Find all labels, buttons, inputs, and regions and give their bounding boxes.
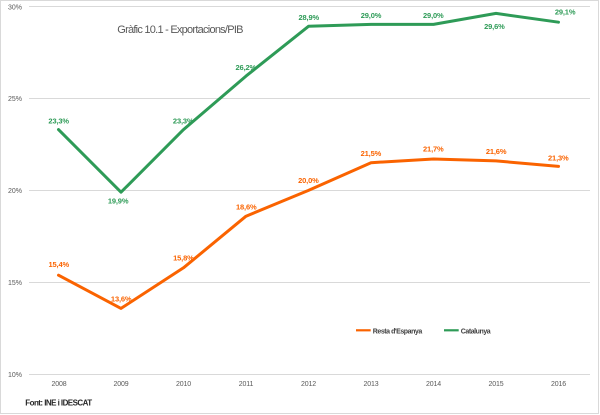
svg-text:25%: 25% — [8, 96, 22, 103]
svg-text:29,6%: 29,6% — [484, 22, 505, 31]
svg-text:15%: 15% — [8, 280, 22, 287]
svg-text:19,9%: 19,9% — [108, 196, 129, 205]
svg-text:28,9%: 28,9% — [298, 13, 319, 22]
svg-text:2013: 2013 — [364, 381, 379, 388]
svg-text:21,5%: 21,5% — [361, 149, 382, 158]
svg-text:21,6%: 21,6% — [486, 147, 507, 156]
svg-text:Catalunya: Catalunya — [461, 328, 491, 335]
svg-text:2008: 2008 — [52, 381, 67, 388]
svg-text:21,3%: 21,3% — [548, 154, 569, 163]
svg-text:2010: 2010 — [176, 381, 191, 388]
svg-text:18,6%: 18,6% — [236, 203, 257, 212]
svg-text:30%: 30% — [8, 4, 22, 11]
svg-text:10%: 10% — [8, 372, 22, 379]
svg-text:Gràfic 10.1 - Exportacions/PIB: Gràfic 10.1 - Exportacions/PIB — [117, 24, 243, 36]
svg-text:29,1%: 29,1% — [555, 8, 576, 17]
svg-text:2011: 2011 — [239, 381, 254, 388]
svg-text:2015: 2015 — [489, 381, 504, 388]
svg-text:2016: 2016 — [551, 381, 566, 388]
svg-text:29,0%: 29,0% — [361, 11, 382, 20]
svg-text:15,8%: 15,8% — [173, 254, 194, 263]
svg-text:20,0%: 20,0% — [298, 176, 319, 185]
svg-text:15,4%: 15,4% — [48, 260, 69, 269]
svg-text:20%: 20% — [8, 188, 22, 195]
svg-text:29,0%: 29,0% — [423, 11, 444, 20]
svg-text:Font: INE i IDESCAT: Font: INE i IDESCAT — [25, 398, 92, 407]
svg-text:23,3%: 23,3% — [48, 116, 69, 125]
svg-text:2012: 2012 — [301, 381, 316, 388]
svg-text:23,3%: 23,3% — [173, 117, 194, 126]
svg-text:2009: 2009 — [114, 381, 129, 388]
svg-text:26,2%: 26,2% — [236, 63, 257, 72]
svg-text:13,6%: 13,6% — [111, 295, 132, 304]
svg-text:Resta d'Espanya: Resta d'Espanya — [373, 328, 423, 335]
svg-text:21,7%: 21,7% — [423, 145, 444, 154]
svg-text:2014: 2014 — [426, 381, 441, 388]
